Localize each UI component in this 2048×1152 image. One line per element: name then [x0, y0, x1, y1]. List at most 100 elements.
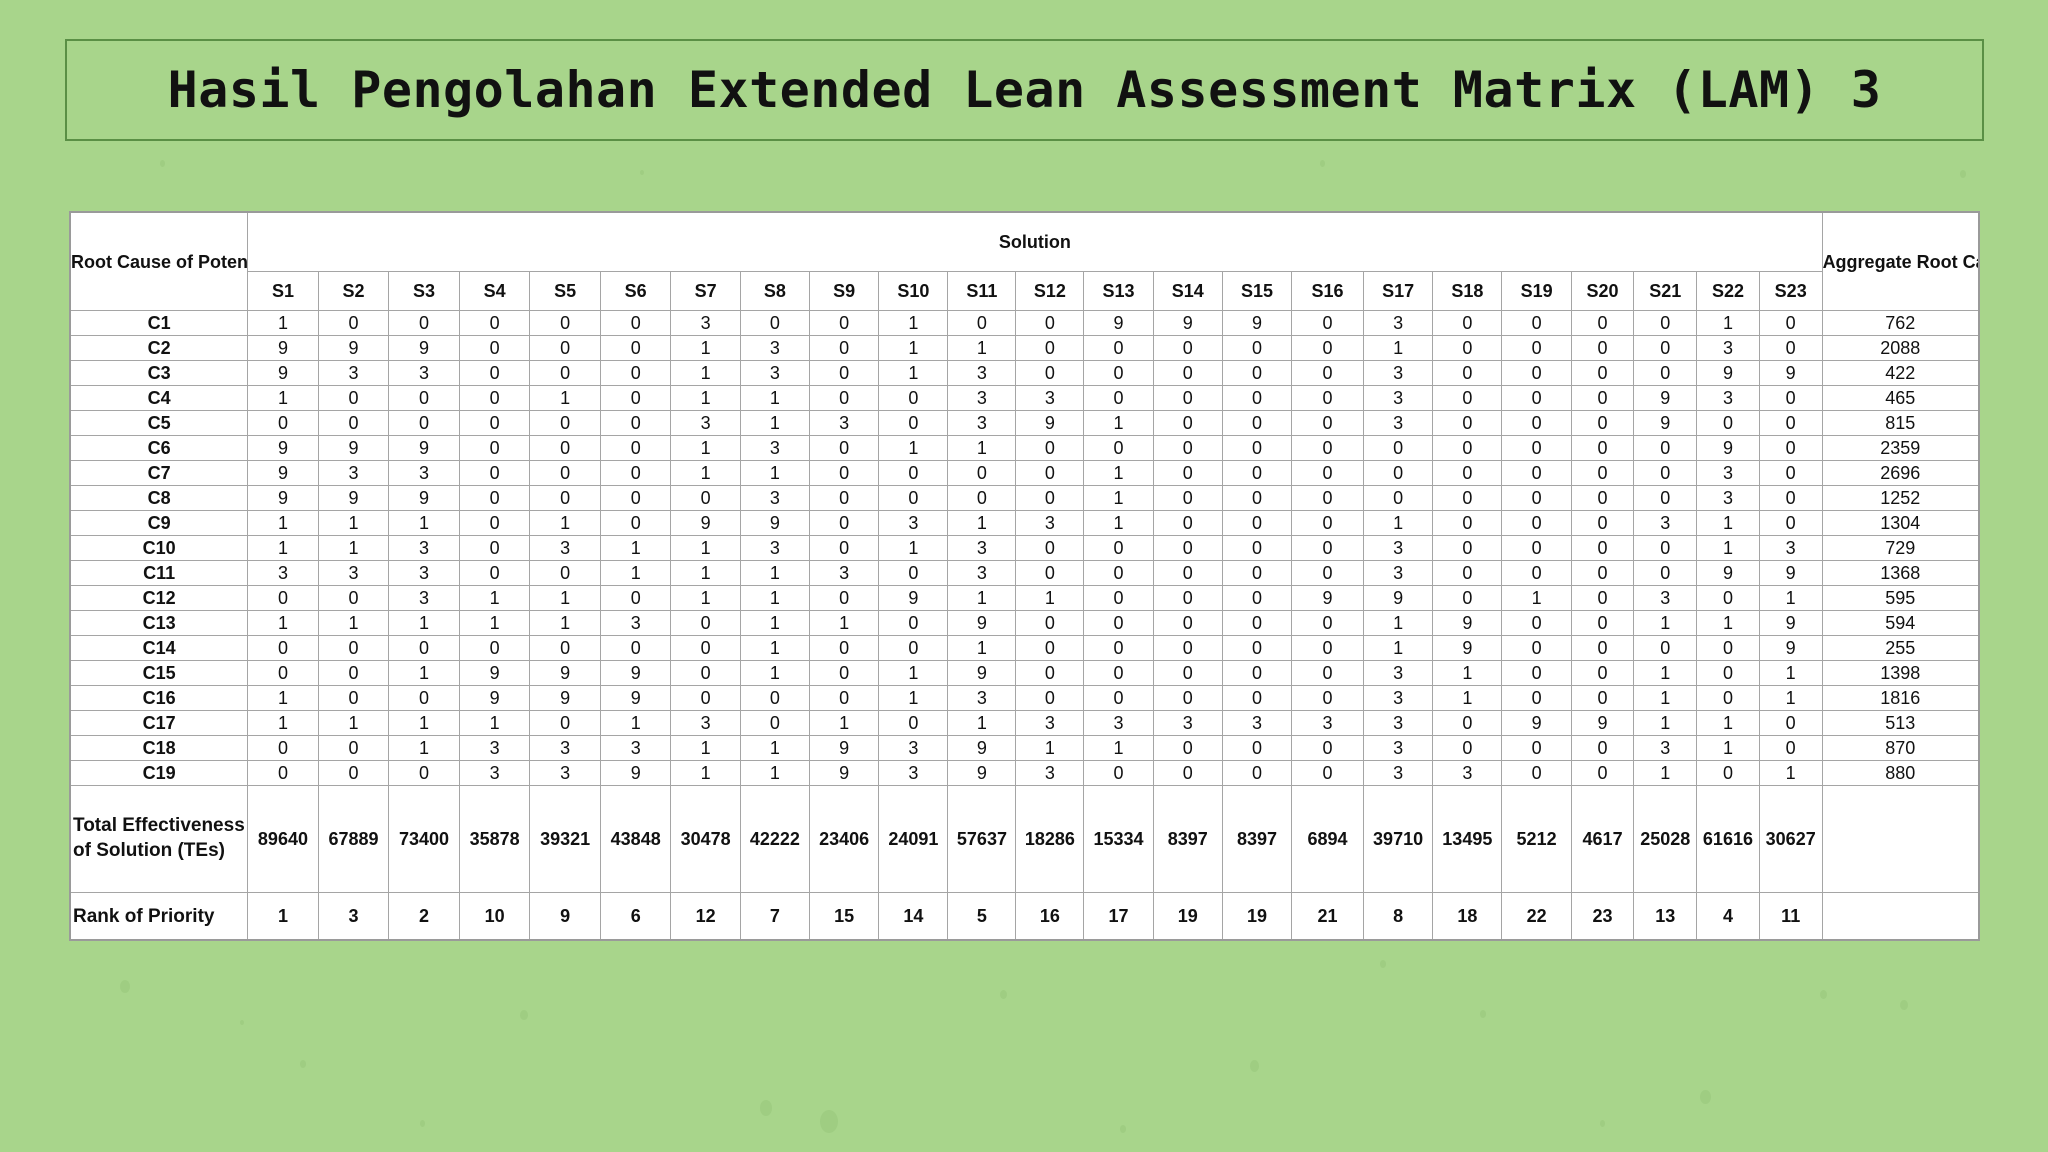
score-cell: 0	[1221, 485, 1293, 511]
score-cell: 9	[808, 760, 880, 786]
total-effectiveness-cell: 30478	[670, 785, 741, 893]
score-cell: 1	[670, 560, 741, 586]
score-cell: 0	[599, 460, 672, 486]
score-cell: 0	[1221, 535, 1293, 561]
total-effectiveness-cell: 35878	[458, 785, 531, 893]
score-cell: 0	[1221, 685, 1293, 711]
background-speck	[1250, 1060, 1259, 1072]
score-cell: 0	[1152, 685, 1223, 711]
score-cell: 9	[878, 585, 949, 611]
total-effectiveness-cell: 24091	[878, 785, 949, 893]
score-cell: 3	[947, 560, 1017, 586]
score-cell: 1	[317, 610, 390, 636]
root-cause-label: C3	[69, 360, 249, 386]
rank-cell: 8	[1362, 892, 1434, 941]
score-cell: 0	[808, 535, 880, 561]
score-cell: 0	[739, 310, 810, 336]
score-cell: 0	[458, 485, 531, 511]
total-effectiveness-cell: 42222	[739, 785, 810, 893]
score-cell: 1	[529, 385, 601, 411]
score-cell: 1	[739, 660, 810, 686]
aggregate-cell: 1368	[1821, 560, 1980, 586]
score-cell: 1	[947, 510, 1017, 536]
aggregate-cell: 465	[1821, 385, 1980, 411]
score-cell: 0	[1501, 660, 1572, 686]
rank-cell: 3	[317, 892, 390, 941]
score-cell: 0	[670, 660, 741, 686]
score-cell: 0	[1221, 560, 1293, 586]
aggregate-cell: 870	[1821, 735, 1980, 761]
score-cell: 0	[1570, 360, 1635, 386]
score-cell: 1	[1696, 535, 1760, 561]
score-cell: 3	[1362, 685, 1434, 711]
score-cell: 0	[599, 585, 672, 611]
score-cell: 0	[1501, 335, 1572, 361]
background-speck	[1600, 1120, 1605, 1127]
total-effectiveness-cell: 89640	[247, 785, 319, 893]
solution-code: S8	[739, 271, 810, 311]
rank-cell: 23	[1570, 892, 1635, 941]
score-cell: 3	[1696, 460, 1760, 486]
score-cell: 0	[1758, 385, 1823, 411]
score-cell: 0	[1696, 760, 1760, 786]
total-effectiveness-cell: 39321	[529, 785, 601, 893]
score-cell: 3	[739, 485, 810, 511]
solution-code: S18	[1432, 271, 1503, 311]
rank-cell: 5	[947, 892, 1017, 941]
score-cell: 0	[388, 635, 460, 661]
solution-code: S15	[1221, 271, 1293, 311]
root-cause-label: C15	[69, 660, 249, 686]
score-cell: 1	[739, 560, 810, 586]
score-cell: 0	[1015, 310, 1085, 336]
score-cell: 1	[388, 610, 460, 636]
score-cell: 0	[1152, 660, 1223, 686]
score-cell: 0	[1015, 535, 1085, 561]
score-cell: 0	[458, 535, 531, 561]
score-cell: 0	[1432, 385, 1503, 411]
score-cell: 0	[1291, 560, 1364, 586]
score-cell: 0	[1291, 510, 1364, 536]
score-cell: 0	[1696, 635, 1760, 661]
score-cell: 0	[1291, 760, 1364, 786]
score-cell: 9	[947, 760, 1017, 786]
score-cell: 0	[458, 510, 531, 536]
score-cell: 0	[1758, 710, 1823, 736]
score-cell: 9	[317, 485, 390, 511]
total-effectiveness-cell: 39710	[1362, 785, 1434, 893]
background-speck	[420, 1120, 425, 1127]
score-cell: 0	[317, 685, 390, 711]
score-cell: 0	[808, 635, 880, 661]
score-cell: 0	[1501, 685, 1572, 711]
score-cell: 1	[1758, 585, 1823, 611]
score-cell: 0	[1291, 460, 1364, 486]
solution-code: S1	[247, 271, 319, 311]
score-cell: 3	[1362, 360, 1434, 386]
background-speck	[820, 1110, 838, 1134]
aggregate-cell: 255	[1821, 635, 1980, 661]
root-cause-label: C2	[69, 335, 249, 361]
total-effectiveness-cell: 30627	[1758, 785, 1823, 893]
score-cell: 1	[739, 760, 810, 786]
score-cell: 1	[247, 535, 319, 561]
score-cell: 1	[739, 610, 810, 636]
score-cell: 1	[1696, 310, 1760, 336]
score-cell: 0	[1570, 735, 1635, 761]
score-cell: 9	[1432, 635, 1503, 661]
total-effectiveness-cell: 15334	[1083, 785, 1154, 893]
score-cell: 0	[599, 485, 672, 511]
root-cause-label: C6	[69, 435, 249, 461]
score-cell: 0	[1015, 335, 1085, 361]
score-cell: 3	[1362, 535, 1434, 561]
score-cell: 3	[1015, 710, 1085, 736]
aggregate-cell: 1816	[1821, 685, 1980, 711]
score-cell: 0	[1015, 485, 1085, 511]
score-cell: 9	[1758, 635, 1823, 661]
score-cell: 0	[458, 410, 531, 436]
root-cause-label: C16	[69, 685, 249, 711]
score-cell: 1	[1633, 610, 1698, 636]
rank-cell: 17	[1083, 892, 1154, 941]
root-cause-label: C5	[69, 410, 249, 436]
score-cell: 0	[1758, 410, 1823, 436]
score-cell: 3	[317, 360, 390, 386]
score-cell: 3	[947, 685, 1017, 711]
